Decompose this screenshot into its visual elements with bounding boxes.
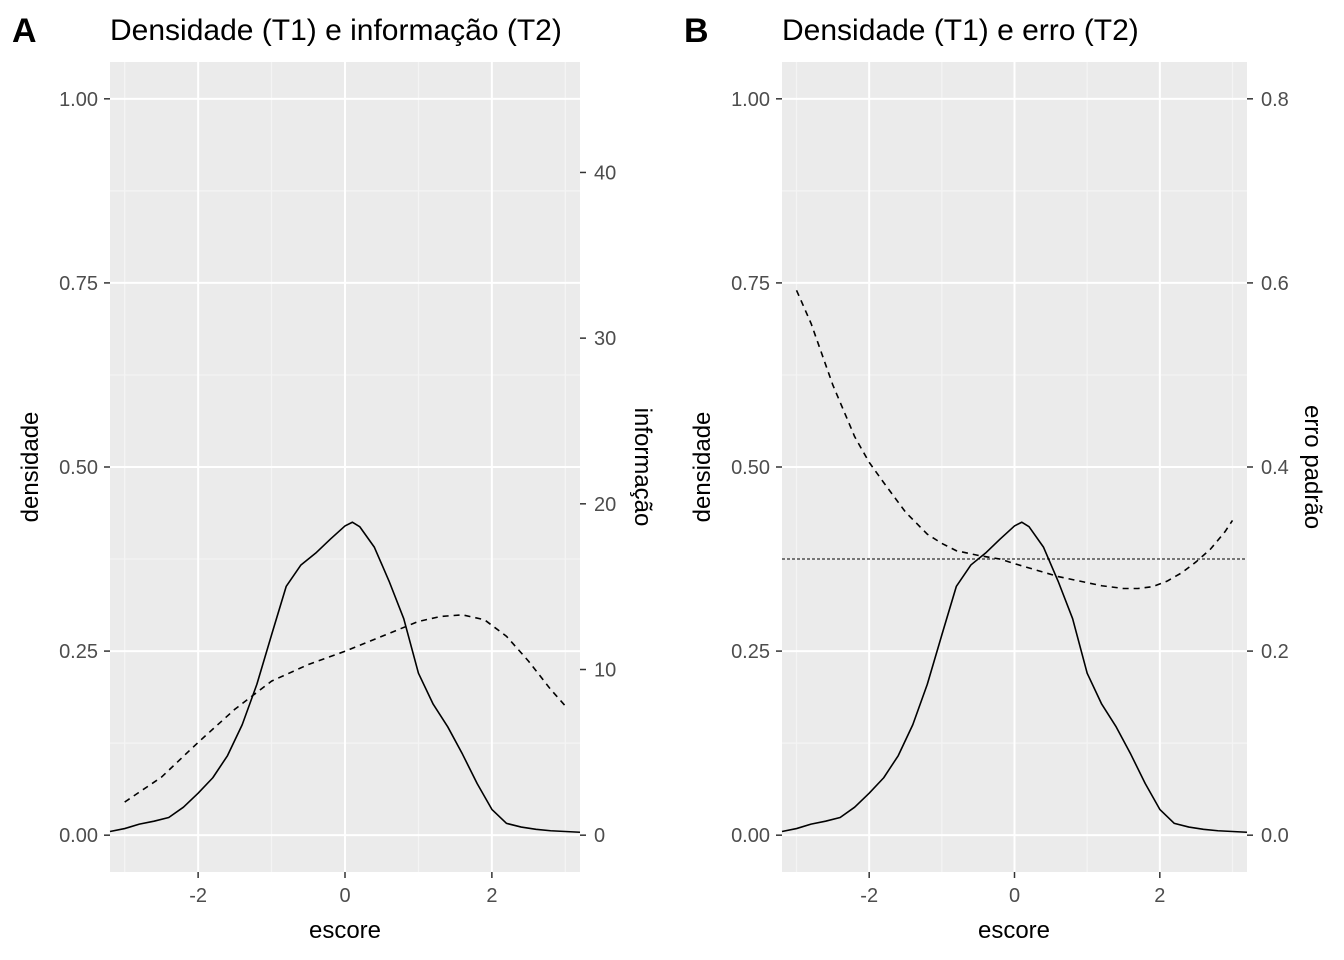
y-tick-label: 0.75 — [731, 273, 770, 295]
panel-b-series-lines — [781, 289, 1248, 834]
secondary-series-line — [795, 289, 1234, 590]
panel-b-axes: -2 0 2 0.00 0.25 0.50 0.75 1.00 0.0 0.2 0.4 0.6 0.8 — [731, 89, 1289, 907]
y-tick-label: 0.00 — [731, 825, 770, 847]
y2-tick-label: 20 — [594, 494, 616, 516]
y-tick-label: 0.25 — [59, 641, 98, 663]
y-tick-label: 0.75 — [59, 273, 98, 295]
x-tick-label: 2 — [486, 885, 497, 907]
primary-series-line — [781, 521, 1248, 834]
y2-tick-label: 0.0 — [1261, 825, 1289, 847]
panel-a-title: Densidade (T1) e informação (T2) — [110, 14, 562, 47]
y2-tick-label: 30 — [594, 328, 616, 350]
y2-tick-label: 0 — [594, 825, 605, 847]
y2-tick-label: 0.4 — [1261, 457, 1289, 479]
panel-a-y-axis-title: densidade — [17, 412, 44, 523]
panel-b-gridlines — [782, 62, 1247, 872]
y-tick-label: 0.50 — [731, 457, 770, 479]
panel-a-gridlines — [110, 62, 580, 872]
primary-series-line — [109, 521, 581, 834]
y2-tick-label: 0.6 — [1261, 273, 1289, 295]
y2-tick-label: 0.2 — [1261, 641, 1289, 663]
panel-b-y-axis-title: densidade — [689, 412, 716, 523]
y-tick-label: 1.00 — [59, 89, 98, 111]
panel-a-series-lines — [109, 521, 581, 834]
panel-b-title: Densidade (T1) e erro (T2) — [782, 14, 1139, 47]
y2-tick-label: 10 — [594, 660, 616, 682]
x-tick-label: 0 — [339, 885, 350, 907]
panel-a-tag: A — [12, 12, 37, 50]
y-tick-label: 0.25 — [731, 641, 770, 663]
panel-a-axes: -2 0 2 0.00 0.25 0.50 0.75 1.00 0 10 20 30 40 — [59, 89, 616, 907]
y-tick-label: 0.50 — [59, 457, 98, 479]
y2-tick-label: 40 — [594, 162, 616, 184]
x-tick-label: 0 — [1009, 885, 1020, 907]
panel-b-x-axis-title: escore — [978, 917, 1050, 944]
panel-b-tag: B — [684, 12, 709, 50]
y-tick-label: 0.00 — [59, 825, 98, 847]
panel-a: A Densidade (T1) e informação (T2) -2 0 20… — [12, 12, 656, 944]
x-tick-label: 2 — [1154, 885, 1165, 907]
y-tick-label: 1.00 — [731, 89, 770, 111]
panel-a-x-axis-title: escore — [309, 917, 381, 944]
panel-b-y2-axis-title: erro padrão — [1299, 405, 1326, 529]
x-tick-label: -2 — [860, 885, 878, 907]
x-tick-label: -2 — [189, 885, 207, 907]
panel-b: B Densidade (T1) e erro (T2) -2 0 2 0.00 0.2… — [684, 12, 1326, 944]
panel-a-y2-axis-title: informação — [629, 408, 656, 527]
y2-tick-label: 0.8 — [1261, 89, 1289, 111]
